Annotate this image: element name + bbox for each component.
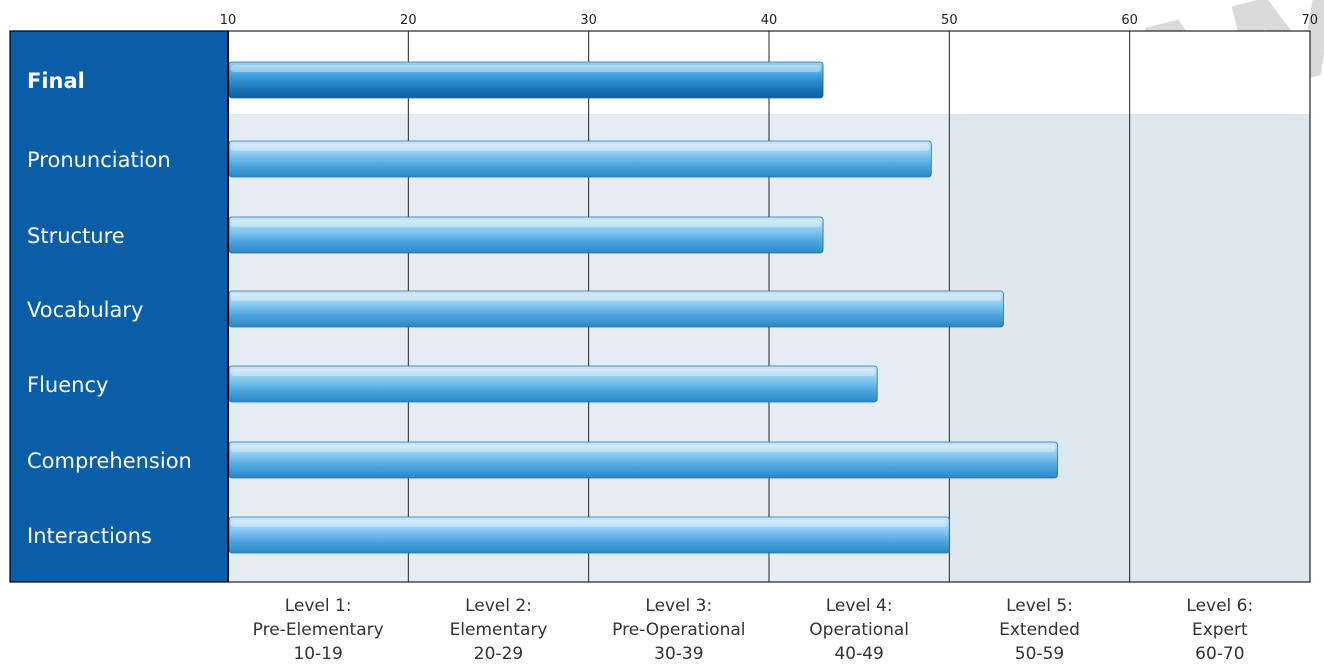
level-labels: Level 1: Pre-Elementary 10-19 Level 2: Eleme… bbox=[253, 596, 1254, 664]
bar-highlight-final bbox=[231, 65, 822, 72]
level-4-line-2: Operational bbox=[809, 620, 909, 640]
tick-label-40: 40 bbox=[761, 13, 778, 28]
level-4-line-1: Level 4: bbox=[826, 596, 893, 616]
level-label-2: Level 2: Elementary 20-29 bbox=[450, 596, 548, 664]
sidebar-border bbox=[9, 30, 229, 583]
level-label-6: Level 6: Expert 60-70 bbox=[1186, 596, 1253, 664]
tick-label-60: 60 bbox=[1121, 13, 1138, 28]
tick-label-10: 10 bbox=[220, 13, 237, 28]
level-label-3: Level 3: Pre-Operational 30-39 bbox=[612, 596, 745, 664]
bar-final bbox=[228, 61, 824, 99]
tick-label-30: 30 bbox=[580, 13, 597, 28]
level-2-line-3: 20-29 bbox=[474, 644, 523, 664]
category-label-final: Final bbox=[27, 69, 85, 93]
level-3-line-2: Pre-Operational bbox=[612, 620, 745, 640]
bar-comprehension bbox=[228, 441, 1058, 479]
x-axis-ticks: 10 20 30 40 50 60 70 bbox=[220, 13, 1318, 28]
bar-fluency bbox=[228, 365, 878, 403]
bar-highlight-vocabulary bbox=[231, 294, 1002, 301]
level-label-4: Level 4: Operational 40-49 bbox=[809, 596, 909, 664]
level-5-line-1: Level 5: bbox=[1006, 596, 1073, 616]
category-label-vocabulary: Vocabulary bbox=[27, 298, 143, 322]
category-label-pronunciation: Pronunciation bbox=[27, 148, 171, 172]
bar-highlight-fluency bbox=[231, 369, 876, 376]
level-6-line-3: 60-70 bbox=[1195, 644, 1244, 664]
tick-label-20: 20 bbox=[400, 13, 417, 28]
bar-highlight-comprehension bbox=[231, 445, 1056, 452]
level-6-line-1: Level 6: bbox=[1186, 596, 1253, 616]
bars bbox=[228, 61, 1058, 554]
bar-pronunciation bbox=[228, 140, 932, 178]
category-label-interactions: Interactions bbox=[27, 524, 152, 548]
level-3-line-1: Level 3: bbox=[645, 596, 712, 616]
bar-vocabulary bbox=[228, 290, 1004, 328]
level-6-line-2: Expert bbox=[1192, 620, 1248, 640]
bar-interactions bbox=[228, 516, 950, 554]
level-label-1: Level 1: Pre-Elementary 10-19 bbox=[253, 596, 384, 664]
level-2-line-1: Level 2: bbox=[465, 596, 532, 616]
category-label-fluency: Fluency bbox=[27, 373, 108, 397]
bar-structure bbox=[228, 216, 824, 254]
level-5-line-2: Extended bbox=[999, 620, 1080, 640]
level-5-line-3: 50-59 bbox=[1015, 644, 1064, 664]
tick-label-70: 70 bbox=[1301, 13, 1318, 28]
bar-highlight-pronunciation bbox=[231, 144, 930, 151]
category-sidebar: Final Pronunciation Structure Vocabulary Flu… bbox=[9, 30, 229, 583]
level-3-line-3: 30-39 bbox=[654, 644, 703, 664]
level-1-line-2: Pre-Elementary bbox=[253, 620, 384, 640]
sidebar-panel bbox=[10, 31, 228, 582]
category-label-structure: Structure bbox=[27, 224, 125, 248]
bar-highlight-interactions bbox=[231, 520, 948, 527]
bar-highlight-structure bbox=[231, 220, 822, 227]
level-1-line-1: Level 1: bbox=[285, 596, 352, 616]
level-4-line-3: 40-49 bbox=[834, 644, 883, 664]
level-label-5: Level 5: Extended 50-59 bbox=[999, 596, 1080, 664]
tick-label-50: 50 bbox=[941, 13, 958, 28]
category-label-comprehension: Comprehension bbox=[27, 449, 192, 473]
level-2-line-2: Elementary bbox=[450, 620, 548, 640]
level-1-line-3: 10-19 bbox=[293, 644, 342, 664]
